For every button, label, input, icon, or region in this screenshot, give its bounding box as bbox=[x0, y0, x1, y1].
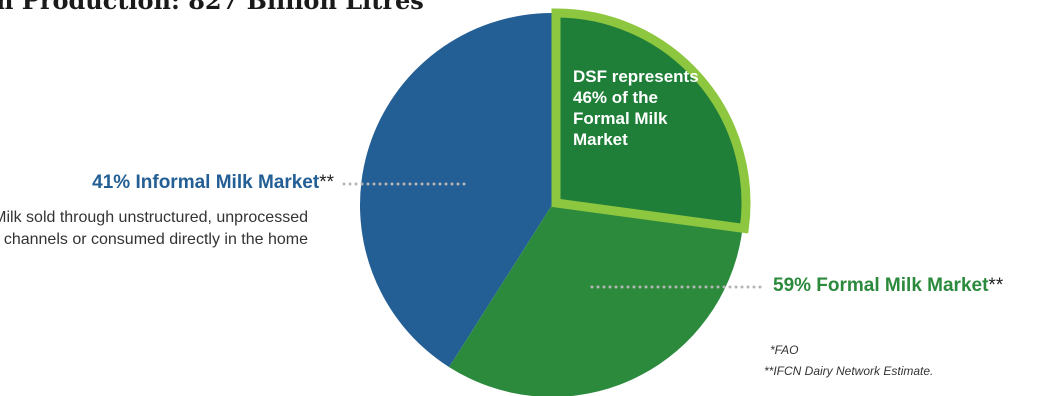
chart-title: n Production: 827 Billion Litres bbox=[0, 0, 424, 15]
footnote-ifcn: **IFCN Dairy Network Estimate. bbox=[764, 364, 934, 378]
footnotes: *FAO **IFCN Dairy Network Estimate. bbox=[764, 340, 933, 382]
footnote-fao: *FAO bbox=[770, 343, 799, 357]
pie-slice-informal bbox=[359, 13, 552, 368]
informal-market-label: 41% Informal Milk Market** bbox=[92, 172, 334, 193]
formal-market-label: 59% Formal Milk Market** bbox=[773, 275, 1004, 296]
pie-slice-dsf-highlight bbox=[551, 8, 751, 234]
informal-market-description: Milk sold through unstructured, unproces… bbox=[0, 209, 308, 248]
dsf-callout: DSF represents 46% of the Formal Milk Ma… bbox=[573, 67, 699, 149]
